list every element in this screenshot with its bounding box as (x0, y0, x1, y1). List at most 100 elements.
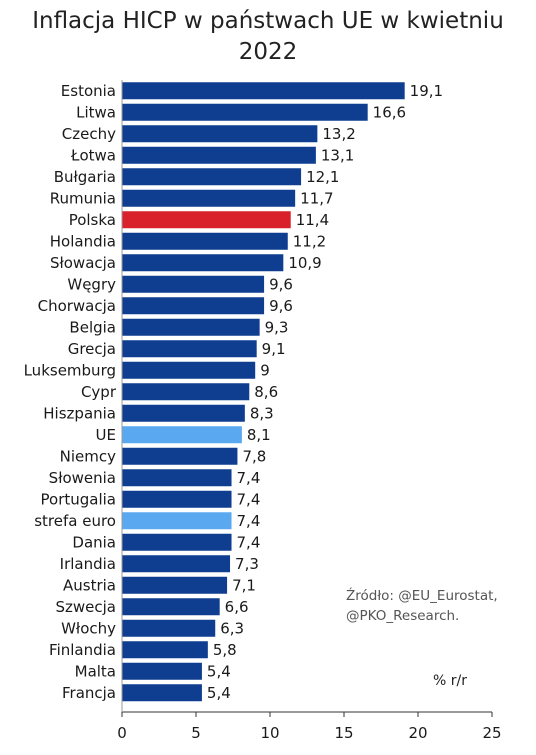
category-label: Finlandia (49, 641, 116, 659)
bar (122, 490, 232, 508)
bar (122, 318, 260, 336)
category-label: strefa euro (34, 512, 116, 530)
bar (122, 469, 232, 487)
value-label: 9,1 (262, 340, 286, 358)
bar (122, 383, 250, 401)
bar (122, 297, 265, 315)
x-tick-label: 10 (260, 724, 279, 742)
value-label: 11,7 (300, 189, 333, 207)
chart-title: Inflacja HICP w państwach UE w kwietniu … (32, 8, 504, 65)
bar (122, 426, 242, 444)
bar (122, 82, 405, 100)
bar (122, 275, 265, 293)
category-label: Litwa (76, 103, 116, 121)
category-label: Holandia (50, 232, 116, 250)
value-label: 7,8 (242, 447, 266, 465)
source-line: Źródło: @EU_Eurostat, (346, 588, 498, 604)
x-tick-label: 5 (191, 724, 201, 742)
bars-group (122, 82, 405, 702)
category-label: Portugalia (41, 490, 116, 508)
x-tick-label: 20 (408, 724, 427, 742)
value-label: 10,9 (288, 254, 321, 272)
category-label: Bułgaria (54, 168, 116, 186)
value-label: 9,6 (269, 275, 293, 293)
value-label: 6,3 (220, 619, 244, 637)
bar (122, 254, 284, 272)
bar (122, 533, 232, 551)
category-label: Chorwacja (38, 297, 116, 315)
bar (122, 125, 318, 143)
category-label: Luksemburg (24, 361, 116, 379)
category-label: Hiszpania (43, 404, 116, 422)
value-label: 7,1 (232, 576, 256, 594)
category-label: Słowenia (49, 469, 116, 487)
value-label: 13,1 (321, 146, 354, 164)
bar (122, 146, 316, 164)
value-label: 12,1 (306, 168, 339, 186)
category-label: Grecja (68, 340, 116, 358)
value-label: 11,4 (296, 211, 329, 229)
x-axis-group: 0 5 10 15 20 25 (117, 80, 502, 742)
bar (122, 168, 302, 186)
category-label: Malta (75, 662, 116, 680)
category-label: Łotwa (70, 146, 116, 164)
bar (122, 641, 208, 659)
value-label: 19,1 (410, 82, 443, 100)
bar (122, 555, 231, 573)
value-label: 7,4 (237, 512, 261, 530)
bar (122, 340, 257, 358)
category-labels-group: Estonia Litwa Czechy Łotwa Bułgaria Rumunia Po… (24, 82, 117, 702)
unit-label: % r/r (433, 673, 467, 689)
value-label: 8,1 (247, 426, 271, 444)
bar (122, 361, 256, 379)
category-label: Czechy (62, 125, 116, 143)
value-label: 8,6 (254, 383, 278, 401)
value-label: 9,3 (265, 318, 289, 336)
bar (122, 232, 288, 250)
category-label: Belgia (69, 318, 116, 336)
category-label: Dania (72, 533, 116, 551)
source-note: Źródło: @EU_Eurostat, @PKO_Research. (346, 586, 498, 626)
category-label: UE (96, 426, 116, 444)
category-label: Cypr (81, 383, 117, 401)
value-label: 11,2 (293, 232, 326, 250)
category-label: Irlandia (60, 555, 116, 573)
category-label: Francja (62, 684, 116, 702)
category-label: Włochy (61, 619, 116, 637)
value-label: 7,4 (237, 533, 261, 551)
bar (122, 662, 202, 680)
value-label: 8,3 (250, 404, 274, 422)
category-label: Austria (63, 576, 116, 594)
value-label: 5,4 (207, 684, 231, 702)
value-label: 16,6 (373, 103, 406, 121)
x-tick-label: 25 (482, 724, 501, 742)
value-label: 7,3 (235, 555, 259, 573)
value-label: 7,4 (237, 469, 261, 487)
category-label: Węgry (67, 275, 116, 293)
bar (122, 576, 228, 594)
bar (122, 447, 238, 465)
bar (122, 619, 216, 637)
bar (122, 684, 202, 702)
category-label: Rumunia (50, 189, 116, 207)
bar (122, 189, 296, 207)
category-label: Estonia (61, 82, 116, 100)
source-line: @PKO_Research. (346, 608, 460, 624)
category-label: Słowacja (50, 254, 116, 272)
bar (122, 211, 291, 229)
value-label: 6,6 (225, 598, 249, 616)
bar (122, 404, 245, 422)
value-label: 9,6 (269, 297, 293, 315)
value-label: 13,2 (322, 125, 355, 143)
value-label: 7,4 (237, 490, 261, 508)
bar (122, 598, 220, 616)
value-label: 5,8 (213, 641, 237, 659)
bar (122, 103, 368, 121)
category-label: Szwecja (56, 598, 117, 616)
value-labels-group: 19,116,6 13,2 13,1 12,1 11,7 11,4 11,2 10,9 9,6 9… (207, 82, 443, 702)
value-label: 5,4 (207, 662, 231, 680)
category-label: Niemcy (60, 447, 116, 465)
bar (122, 512, 232, 530)
category-label: Polska (69, 211, 116, 229)
